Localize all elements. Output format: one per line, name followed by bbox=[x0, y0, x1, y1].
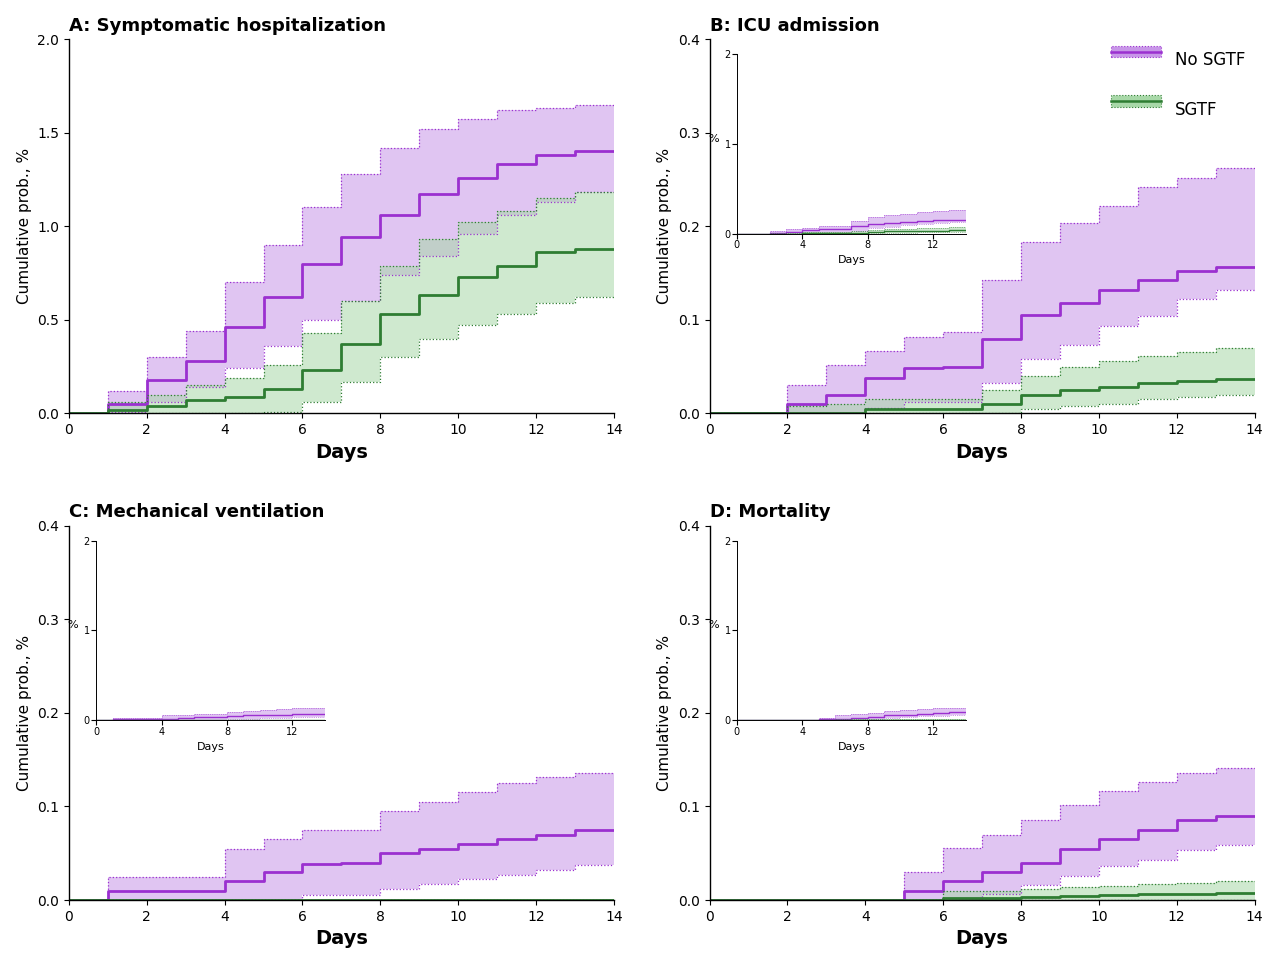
X-axis label: Days: Days bbox=[956, 443, 1009, 461]
X-axis label: Days: Days bbox=[956, 929, 1009, 949]
Y-axis label: Cumulative prob., %: Cumulative prob., % bbox=[658, 635, 672, 791]
Legend: No SGTF, SGTF: No SGTF, SGTF bbox=[1105, 43, 1252, 125]
Y-axis label: Cumulative prob., %: Cumulative prob., % bbox=[658, 149, 672, 304]
Y-axis label: Cumulative prob., %: Cumulative prob., % bbox=[17, 635, 32, 791]
Text: B: ICU admission: B: ICU admission bbox=[709, 16, 879, 35]
Y-axis label: Cumulative prob., %: Cumulative prob., % bbox=[17, 149, 32, 304]
Text: C: Mechanical ventilation: C: Mechanical ventilation bbox=[69, 504, 324, 521]
Text: D: Mortality: D: Mortality bbox=[709, 504, 831, 521]
X-axis label: Days: Days bbox=[315, 929, 367, 949]
Text: A: Symptomatic hospitalization: A: Symptomatic hospitalization bbox=[69, 16, 387, 35]
X-axis label: Days: Days bbox=[315, 443, 367, 461]
